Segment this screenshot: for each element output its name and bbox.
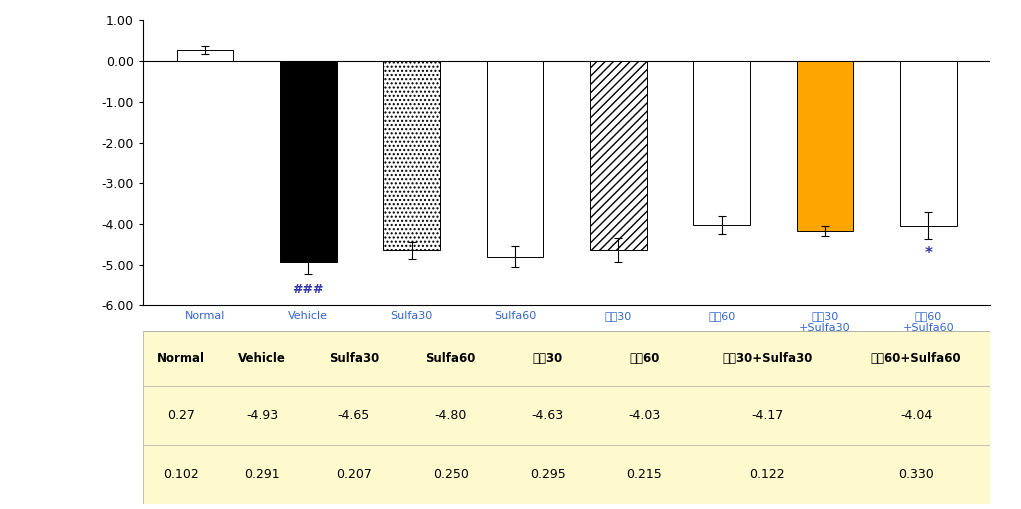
Text: 육시60: 육시60 [629,352,660,365]
Text: 0.27: 0.27 [167,409,195,422]
Text: 0.102: 0.102 [163,468,199,481]
Bar [280,61,337,262]
Text: Sulfa60: Sulfa60 [426,352,476,365]
Text: 육시60+Sulfa60: 육시60+Sulfa60 [871,352,962,365]
Bar [383,61,440,250]
Bar [900,61,957,225]
Text: -4.04: -4.04 [900,409,932,422]
Text: -4.93: -4.93 [246,409,279,422]
Text: -4.63: -4.63 [532,409,564,422]
Text: 0.295: 0.295 [530,468,566,481]
Text: 0.207: 0.207 [336,468,372,481]
Text: *: * [924,246,932,261]
Bar [177,50,234,61]
Text: 육시30: 육시30 [533,352,563,365]
Text: Vehicle: Vehicle [238,352,286,365]
Text: 0.291: 0.291 [244,468,280,481]
Text: 0.330: 0.330 [898,468,934,481]
Text: 0.122: 0.122 [749,468,785,481]
Text: 0.250: 0.250 [433,468,469,481]
Text: 육시30+Sulfa30: 육시30+Sulfa30 [722,352,813,365]
Text: ###: ### [293,283,324,296]
Text: Sulfa30: Sulfa30 [329,352,379,365]
Text: 0.215: 0.215 [627,468,663,481]
Text: Normal: Normal [157,352,205,365]
Bar [590,61,646,249]
Bar [487,61,543,257]
Bar [796,61,854,231]
Text: -4.65: -4.65 [338,409,370,422]
Bar [693,61,750,225]
Text: -4.80: -4.80 [435,409,467,422]
Text: -4.03: -4.03 [628,409,661,422]
Text: -4.17: -4.17 [751,409,783,422]
